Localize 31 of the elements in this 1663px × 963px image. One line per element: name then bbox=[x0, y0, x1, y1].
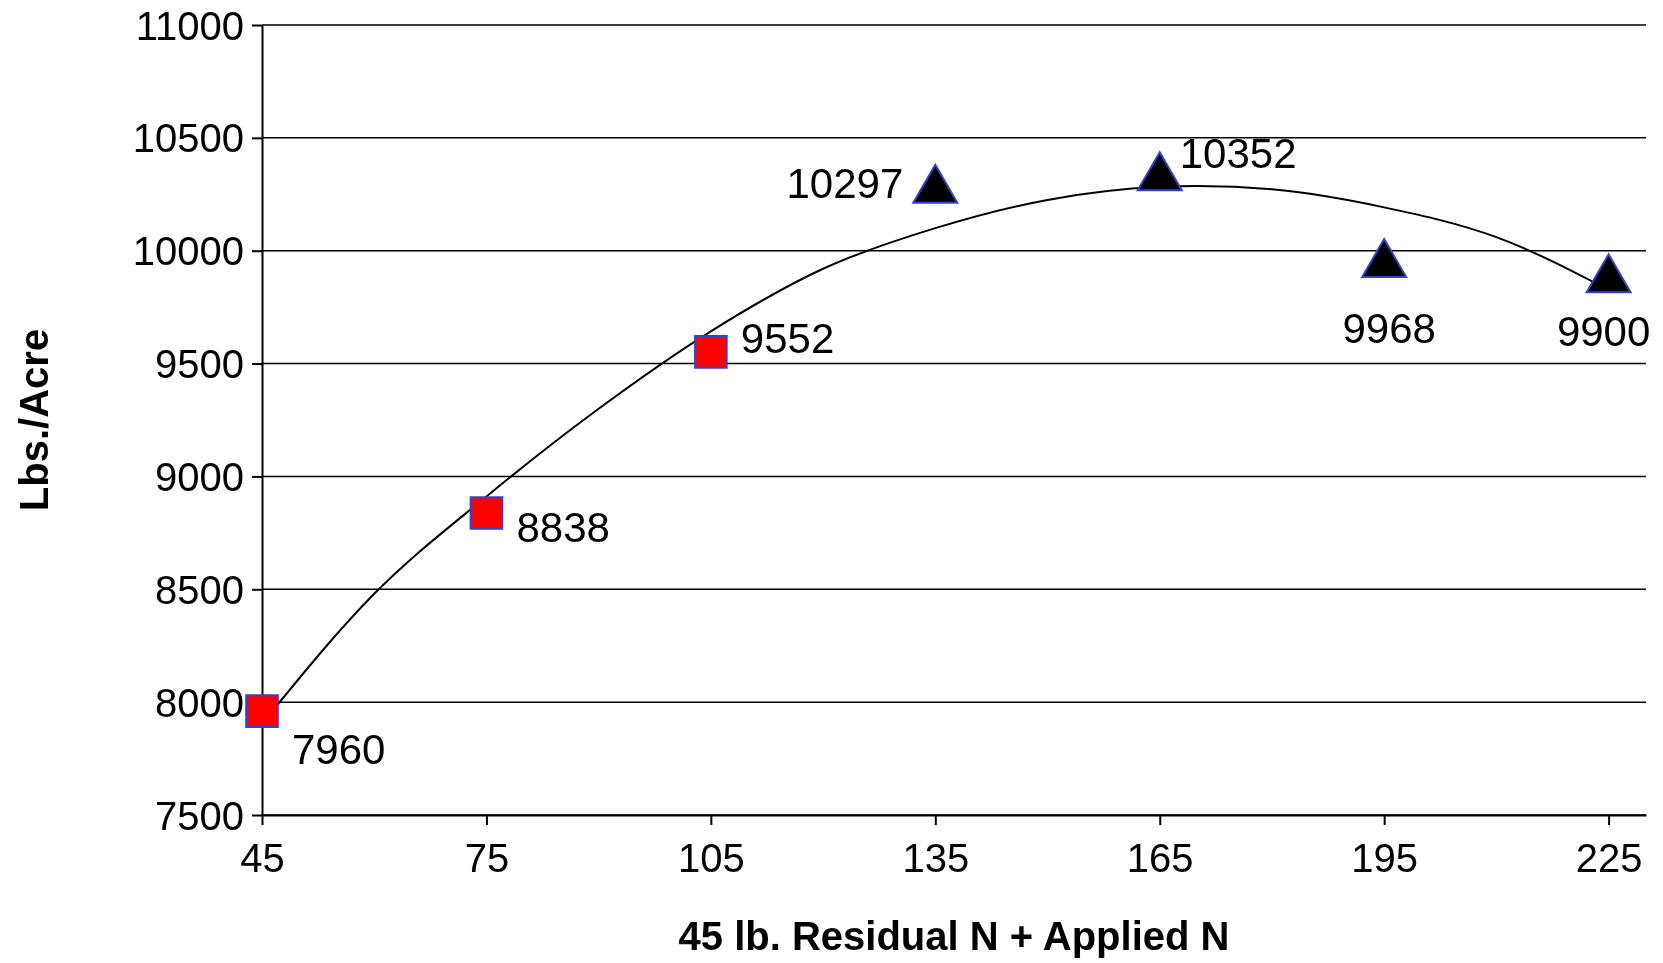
y-tick-label: 9500 bbox=[155, 342, 244, 387]
point bbox=[1361, 237, 1408, 278]
x-tick-label: 135 bbox=[902, 836, 970, 880]
data-label: 10352 bbox=[1179, 129, 1297, 177]
data-label: 9900 bbox=[1556, 307, 1651, 355]
x-tick-label: 225 bbox=[1575, 836, 1643, 880]
point bbox=[469, 496, 504, 530]
x-tick-label: 105 bbox=[677, 836, 745, 880]
point bbox=[1136, 151, 1183, 192]
x-tick-label: 75 bbox=[464, 836, 510, 880]
data-label: 7960 bbox=[292, 725, 386, 773]
point bbox=[245, 694, 279, 728]
y-tick-label: 11000 bbox=[135, 3, 244, 48]
x-tick-label: 45 bbox=[240, 836, 285, 880]
data-label: 10297 bbox=[786, 160, 904, 208]
x-tick-label: 195 bbox=[1351, 836, 1419, 880]
x-axis-title: 45 lb. Residual N + Applied N bbox=[678, 914, 1230, 958]
data-label: 9552 bbox=[740, 314, 835, 362]
y-tick-label: 10500 bbox=[132, 116, 244, 161]
data-label: 9968 bbox=[1342, 304, 1436, 352]
y-axis-title: Lbs./Acre bbox=[12, 328, 56, 512]
y-tick-label: 8000 bbox=[155, 680, 244, 725]
y-tick-label: 10000 bbox=[132, 229, 244, 274]
point bbox=[912, 163, 959, 204]
x-tick-label: 165 bbox=[1126, 836, 1194, 880]
y-tick-label: 9000 bbox=[155, 454, 244, 499]
point bbox=[1585, 253, 1632, 294]
point bbox=[694, 335, 728, 369]
y-tick-label: 8500 bbox=[155, 567, 244, 612]
data-label: 8838 bbox=[516, 503, 610, 551]
y-tick-label: 7500 bbox=[155, 793, 244, 838]
